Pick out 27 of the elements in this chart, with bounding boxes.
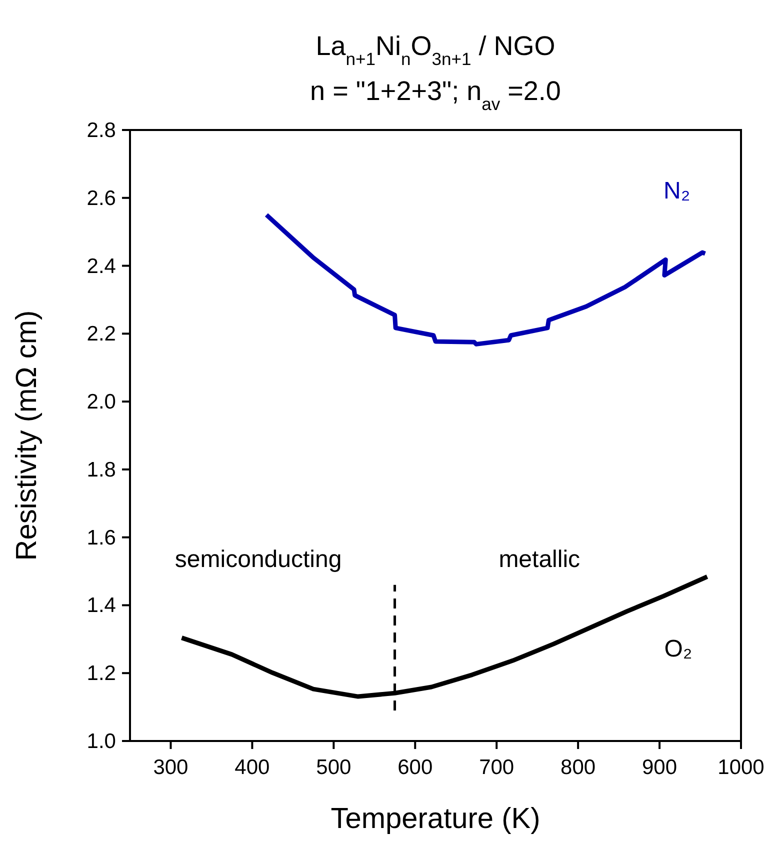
y-axis-title: Resistivity (mΩ cm) xyxy=(11,310,43,561)
x-tick-label: 600 xyxy=(398,756,433,779)
x-tick-label: 500 xyxy=(316,756,352,779)
x-tick-label: 800 xyxy=(560,756,596,779)
series-label: O₂ xyxy=(664,636,692,663)
line-series xyxy=(264,212,708,346)
x-tick-label: 300 xyxy=(153,756,188,779)
annotation: semiconducting xyxy=(174,546,342,573)
y-tick-label: 2.6 xyxy=(86,186,116,210)
y-tick-label: 2.0 xyxy=(86,390,116,414)
y-tick-label: 2.8 xyxy=(86,119,116,142)
y-tick-label: 2.2 xyxy=(86,322,116,346)
x-axis-title: Temperature (K) xyxy=(330,803,540,835)
x-tick-label: 700 xyxy=(479,756,514,779)
chart-title: La$_{n+1}$Ni$_{n}$O$_{3n+1}$ / NGO xyxy=(316,31,556,69)
y-tick-label: 1.0 xyxy=(86,730,116,753)
y-tick-label: 1.4 xyxy=(86,594,116,618)
y-tick-label: 1.6 xyxy=(86,526,116,550)
x-tick-label: 1000 xyxy=(718,756,764,779)
text: N₂ xyxy=(664,178,690,205)
x-tick-label: 900 xyxy=(642,756,678,779)
y-tick-label: 2.4 xyxy=(86,254,116,278)
annotation: metallic xyxy=(498,546,580,573)
x-tick-label: 400 xyxy=(234,756,270,779)
y-tick-label: 1.2 xyxy=(86,662,116,686)
chart-subtitle: n = "1+2+3"; n$_{av}$ =2.0 xyxy=(310,76,561,114)
y-tick-label: 1.8 xyxy=(86,458,116,482)
